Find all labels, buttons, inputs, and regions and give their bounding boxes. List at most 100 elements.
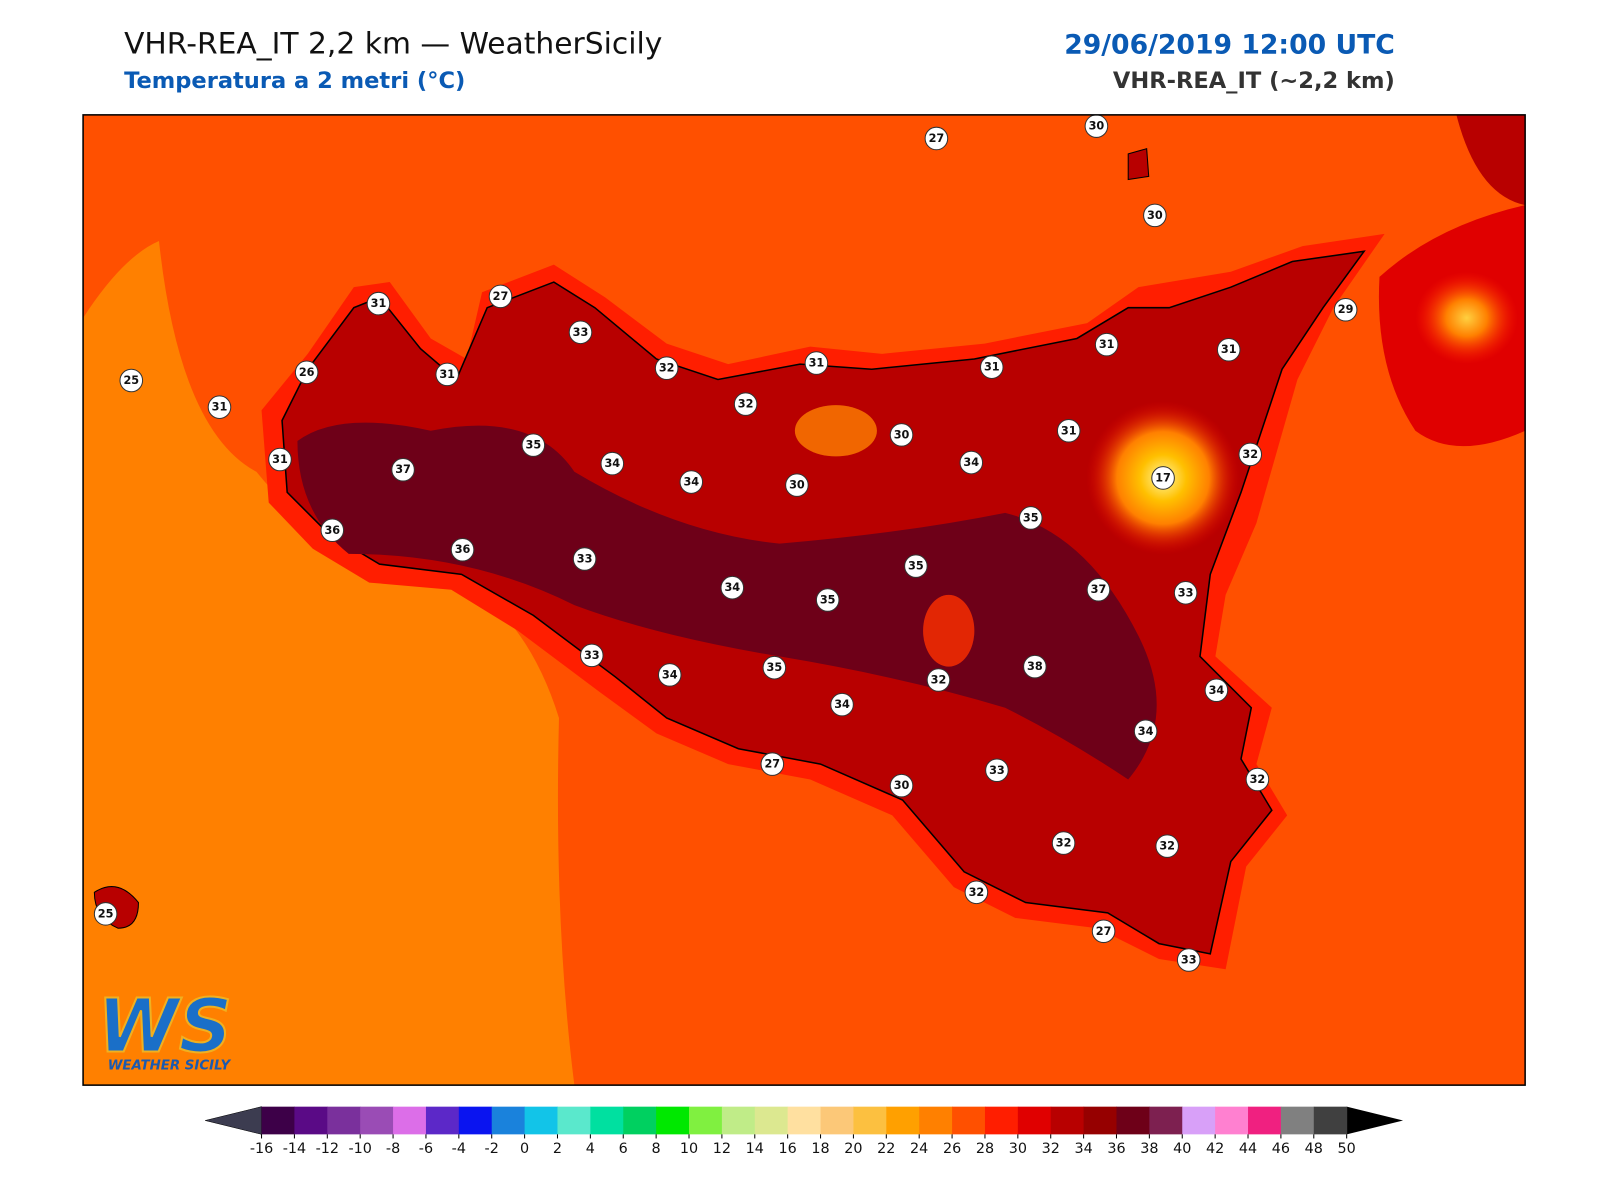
station-marker bbox=[804, 351, 829, 375]
station-marker bbox=[268, 447, 292, 472]
station-marker bbox=[985, 758, 1009, 783]
station-marker bbox=[904, 554, 928, 578]
station-value: 32 bbox=[738, 398, 754, 411]
station: 27 bbox=[760, 752, 785, 776]
station-value: 31 bbox=[984, 361, 1000, 374]
station: 30 bbox=[1084, 114, 1109, 138]
station-value: 34 bbox=[604, 457, 620, 470]
station-value: 34 bbox=[662, 668, 678, 681]
station-marker bbox=[1155, 834, 1179, 858]
colorbar-label: 24 bbox=[910, 1141, 928, 1157]
colorbar-bin bbox=[1083, 1106, 1117, 1135]
colorbar-label: -10 bbox=[348, 1141, 371, 1157]
station-value: 33 bbox=[577, 552, 593, 565]
colorbar-label: 30 bbox=[1009, 1141, 1027, 1157]
station-value: 34 bbox=[963, 456, 979, 469]
station-marker bbox=[830, 692, 854, 717]
station-marker bbox=[450, 537, 475, 562]
madonie-cool bbox=[794, 405, 877, 457]
colorbar-label: 50 bbox=[1338, 1141, 1356, 1157]
station-marker bbox=[1084, 114, 1109, 138]
station: 33 bbox=[985, 758, 1009, 783]
station-value: 37 bbox=[395, 463, 411, 476]
station-value: 31 bbox=[1099, 338, 1115, 351]
map-frame bbox=[82, 114, 1526, 1086]
station: 34 bbox=[1204, 678, 1229, 703]
station-marker bbox=[521, 433, 546, 457]
colorbar-bin bbox=[1116, 1106, 1150, 1135]
station: 31 bbox=[435, 362, 459, 387]
station: 34 bbox=[959, 450, 984, 475]
colorbar-bin bbox=[491, 1106, 526, 1135]
colorbar-label: 14 bbox=[746, 1141, 764, 1157]
colorbar-label: 4 bbox=[586, 1141, 595, 1157]
station: 32 bbox=[1245, 767, 1270, 792]
colorbar-label: -16 bbox=[250, 1141, 273, 1157]
colorbar-bin bbox=[1313, 1106, 1348, 1135]
station: 25 bbox=[93, 902, 118, 926]
calabria-hot bbox=[1415, 271, 1518, 365]
station-marker bbox=[391, 457, 415, 482]
station-marker bbox=[1094, 332, 1119, 357]
colorbar-label: 26 bbox=[943, 1141, 961, 1157]
stations: 27 30 30 29 25 31 26 31 27 33 31 32 31 31 31 31 31 37 35 34… bbox=[93, 114, 1358, 972]
station-value: 35 bbox=[1023, 511, 1039, 524]
station: 32 bbox=[1238, 442, 1263, 467]
station-marker bbox=[568, 320, 593, 345]
station-marker bbox=[600, 451, 625, 476]
station: 35 bbox=[904, 554, 928, 578]
colorbar: -16 -14 -12 -10 -8 -6 -4 -2 0 2 4 6 8 10 12 14 16 18 20 22 2… bbox=[205, 1106, 1404, 1157]
colorbar-label: 40 bbox=[1173, 1141, 1191, 1157]
station: 27 bbox=[924, 126, 949, 151]
station-value: 35 bbox=[525, 439, 541, 452]
station: 32 bbox=[964, 880, 989, 905]
station-marker bbox=[657, 663, 682, 687]
colorbar-bin bbox=[1149, 1106, 1183, 1135]
station-marker bbox=[579, 643, 604, 668]
calabria-north bbox=[1456, 114, 1526, 206]
station-value: 31 bbox=[1221, 343, 1237, 356]
station-marker bbox=[926, 668, 951, 692]
station: 31 bbox=[1216, 337, 1241, 362]
station-marker bbox=[93, 902, 118, 926]
station-marker bbox=[366, 291, 391, 316]
station-value: 38 bbox=[1027, 660, 1043, 673]
station-marker bbox=[294, 360, 319, 385]
colorbar-label: 32 bbox=[1042, 1141, 1060, 1157]
station-value: 30 bbox=[1089, 120, 1105, 133]
model: VHR-REA_IT (~2,2 km) bbox=[1113, 68, 1395, 94]
colorbar-label: 38 bbox=[1140, 1141, 1158, 1157]
station-marker bbox=[1086, 577, 1111, 602]
colorbar-bin bbox=[524, 1106, 558, 1135]
station: 32 bbox=[1051, 831, 1076, 855]
station: 30 bbox=[889, 773, 914, 798]
colorbar-under bbox=[205, 1106, 262, 1135]
colorbar-bin bbox=[952, 1106, 986, 1135]
sea-west bbox=[83, 241, 575, 1086]
colorbar-label: 22 bbox=[877, 1141, 895, 1157]
station: 32 bbox=[926, 668, 951, 692]
station-marker bbox=[733, 392, 758, 416]
station-marker bbox=[762, 655, 787, 680]
station: 38 bbox=[1023, 654, 1047, 679]
colorbar-label: -2 bbox=[485, 1141, 499, 1157]
colorbar-bin bbox=[1248, 1106, 1282, 1135]
station: 27 bbox=[1091, 919, 1116, 944]
station-value: 34 bbox=[683, 476, 699, 489]
station: 31 bbox=[268, 447, 292, 472]
station: 31 bbox=[979, 355, 1004, 379]
station-marker bbox=[1056, 418, 1081, 443]
station-value: 27 bbox=[764, 758, 780, 771]
colorbar-bin bbox=[919, 1106, 953, 1135]
colorbar-bin bbox=[1050, 1106, 1085, 1135]
colorbar-bin bbox=[984, 1106, 1019, 1135]
station: 32 bbox=[654, 356, 679, 380]
station-value: 26 bbox=[299, 366, 315, 379]
station-marker bbox=[1133, 719, 1158, 744]
colorbar-label: 8 bbox=[652, 1141, 661, 1157]
station: 30 bbox=[1143, 203, 1167, 228]
station-marker bbox=[1333, 297, 1358, 322]
station: 34 bbox=[1133, 719, 1158, 744]
station: 31 bbox=[207, 395, 232, 419]
station: 33 bbox=[579, 643, 604, 668]
